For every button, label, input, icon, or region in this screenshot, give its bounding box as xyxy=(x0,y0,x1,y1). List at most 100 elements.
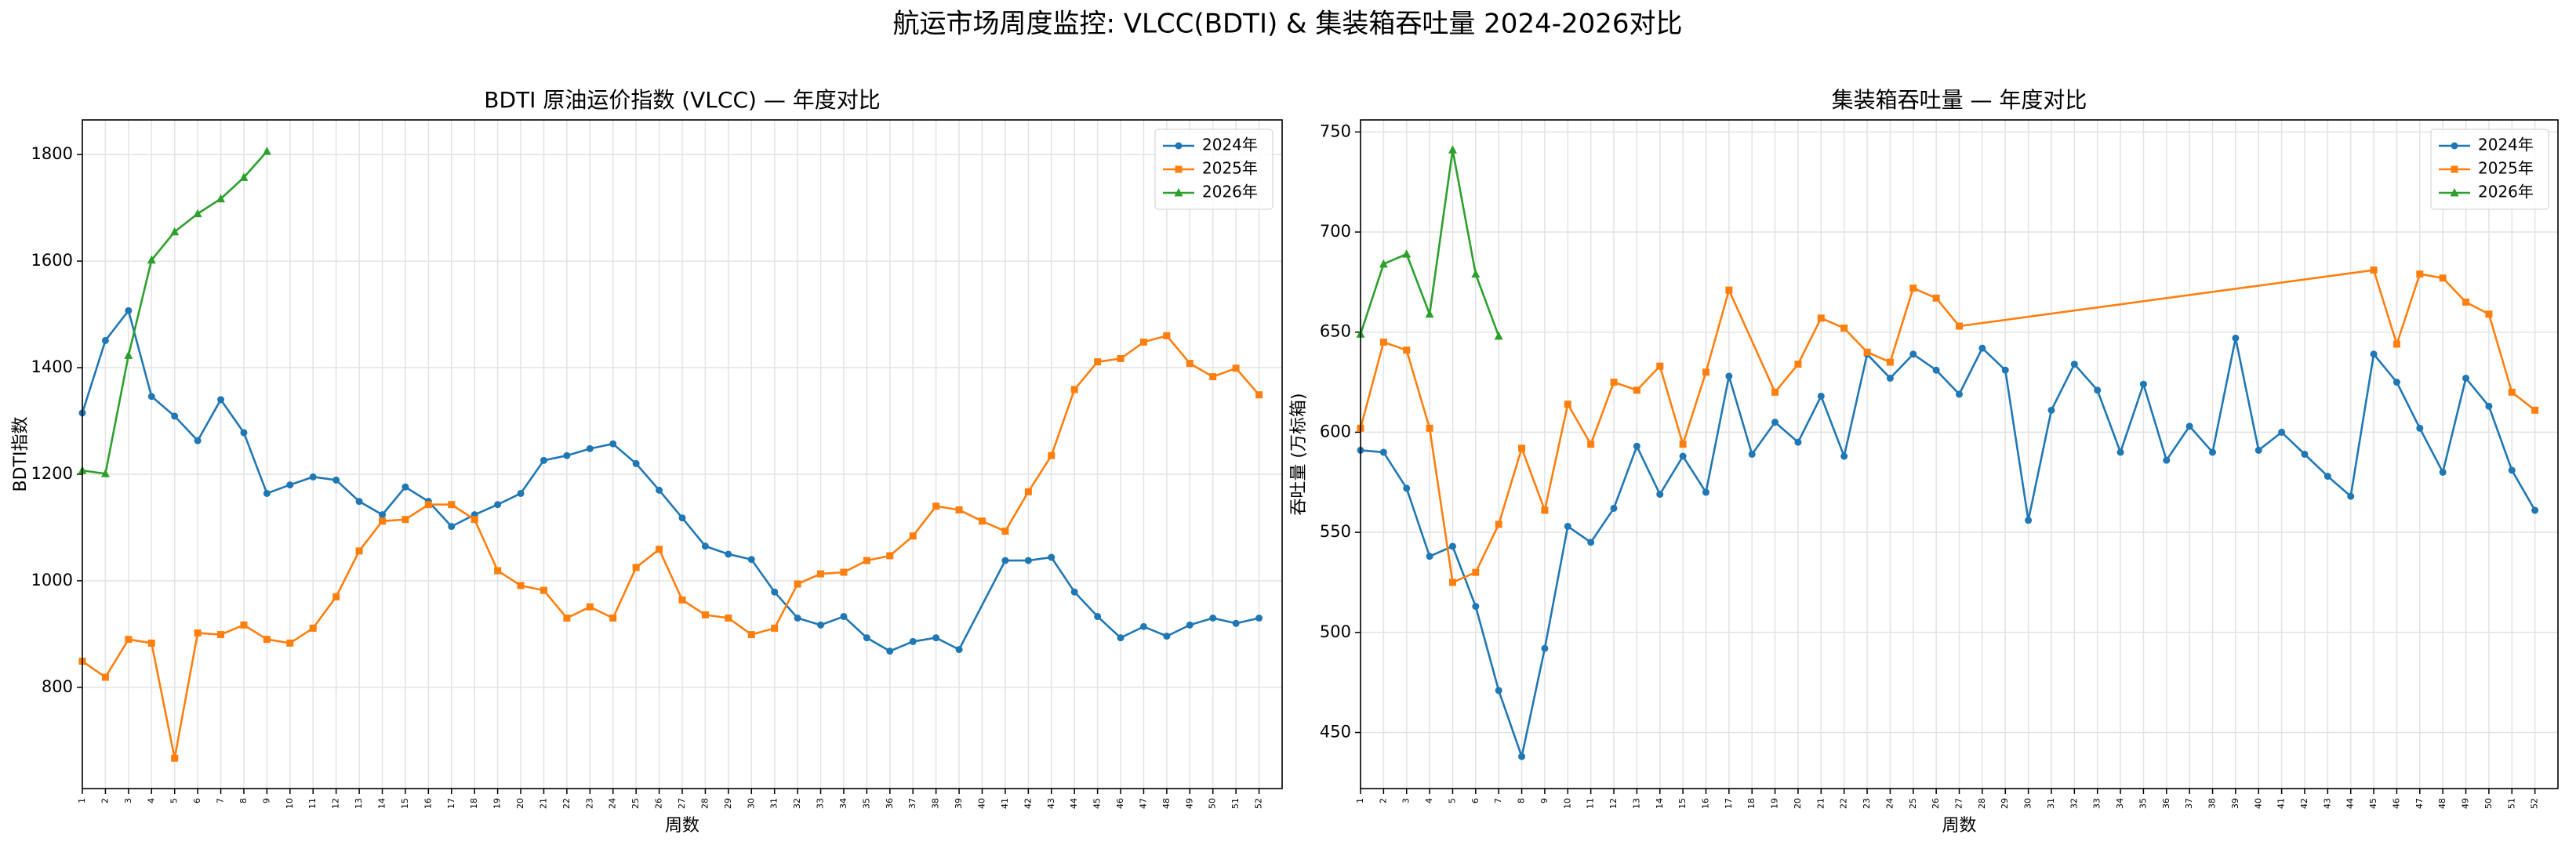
legend-label: 2025年 xyxy=(2478,159,2534,178)
marker xyxy=(909,532,917,540)
x-tick-label: 14 xyxy=(1655,798,1665,809)
marker xyxy=(2323,473,2331,481)
x-tick-label: 30 xyxy=(746,798,756,809)
x-tick-label: 18 xyxy=(469,798,479,809)
x-tick-label: 33 xyxy=(816,798,826,809)
marker xyxy=(332,476,340,484)
x-tick-label: 27 xyxy=(677,798,687,809)
marker xyxy=(1587,539,1595,546)
marker xyxy=(2508,466,2516,474)
marker xyxy=(1255,391,1263,399)
marker xyxy=(2416,270,2424,278)
marker xyxy=(1403,346,1411,354)
marker xyxy=(1771,419,1779,426)
marker xyxy=(1448,145,1457,154)
x-tick-label: 16 xyxy=(1700,798,1710,809)
x-tick-label: 49 xyxy=(2461,798,2471,809)
x-tick-label: 28 xyxy=(699,798,710,809)
marker xyxy=(747,631,755,639)
y-tick-label: 650 xyxy=(1320,322,1351,341)
axes-title: 集装箱吞吐量 — 年度对比 xyxy=(1832,87,2087,113)
x-tick-label: 11 xyxy=(1586,798,1596,809)
x-tick-label: 33 xyxy=(2092,798,2102,809)
marker xyxy=(2485,310,2493,318)
marker xyxy=(840,568,848,576)
marker xyxy=(1863,348,1871,356)
y-tick-label: 1000 xyxy=(31,571,73,589)
legend-label: 2025年 xyxy=(1202,159,1258,178)
marker xyxy=(678,596,686,604)
marker xyxy=(771,624,779,632)
marker xyxy=(1209,373,1217,381)
marker xyxy=(1909,350,1917,358)
x-tick-label: 38 xyxy=(931,798,941,809)
legend-box xyxy=(1154,129,1273,210)
marker xyxy=(1163,332,1171,339)
x-tick-label: 17 xyxy=(1724,798,1734,809)
x-tick-label: 32 xyxy=(2069,798,2079,809)
x-tick-label: 12 xyxy=(331,798,341,809)
marker xyxy=(1748,451,1756,458)
x-tick-label: 22 xyxy=(561,798,572,809)
x-tick-label: 37 xyxy=(2184,798,2194,809)
x-tick-label: 44 xyxy=(1069,798,1079,809)
marker xyxy=(1656,491,1664,499)
marker xyxy=(1932,366,1940,374)
marker xyxy=(886,647,894,655)
marker xyxy=(1425,309,1434,318)
marker xyxy=(2139,380,2147,388)
marker xyxy=(401,516,409,524)
marker xyxy=(1518,444,1526,452)
x-tick-label: 47 xyxy=(1138,798,1148,809)
marker xyxy=(2462,374,2470,382)
marker xyxy=(1448,542,1456,550)
marker xyxy=(1255,615,1263,622)
x-tick-label: 25 xyxy=(1908,798,1918,809)
marker xyxy=(563,452,571,459)
marker xyxy=(101,673,109,681)
x-tick-label: 45 xyxy=(1092,798,1103,809)
x-tick-label: 11 xyxy=(307,798,318,809)
y-tick-label: 1600 xyxy=(31,251,73,270)
marker xyxy=(125,636,133,644)
x-tick-label: 42 xyxy=(1023,798,1033,809)
x-tick-label: 31 xyxy=(769,798,779,809)
marker xyxy=(2163,456,2171,464)
x-tick-label: 19 xyxy=(1770,798,1780,809)
x-tick-label: 50 xyxy=(1208,798,1218,809)
marker xyxy=(171,412,179,420)
legend-marker xyxy=(2451,142,2458,150)
x-tick-label: 15 xyxy=(1677,798,1688,809)
x-tick-label: 27 xyxy=(1954,798,1964,809)
marker xyxy=(216,194,226,203)
marker xyxy=(1139,622,1147,630)
y-axis-label: 吞吐量 (万标箱) xyxy=(1289,393,1309,515)
axes-title: BDTI 原油运价指数 (VLCC) — 年度对比 xyxy=(484,87,880,113)
legend-marker xyxy=(2451,165,2458,173)
legend-box xyxy=(2430,129,2549,210)
marker xyxy=(379,511,386,519)
x-tick-label: 1 xyxy=(1355,798,1365,803)
marker xyxy=(701,542,709,550)
marker xyxy=(2301,451,2309,458)
marker xyxy=(771,588,779,596)
x-tick-label: 1 xyxy=(77,798,87,803)
x-tick-label: 5 xyxy=(1447,798,1457,803)
marker xyxy=(1587,441,1595,448)
marker xyxy=(817,570,825,578)
marker xyxy=(355,498,363,506)
x-tick-label: 17 xyxy=(446,798,456,809)
marker xyxy=(401,483,409,491)
marker xyxy=(286,639,294,647)
x-tick-label: 4 xyxy=(1424,798,1434,803)
marker xyxy=(171,754,179,762)
axes-frame xyxy=(1360,119,2559,789)
x-tick-label: 6 xyxy=(192,798,202,803)
marker xyxy=(955,646,963,654)
marker xyxy=(2485,402,2493,410)
y-tick-label: 800 xyxy=(42,677,73,696)
x-tick-label: 40 xyxy=(2253,798,2263,809)
marker xyxy=(656,486,663,494)
marker xyxy=(1494,331,1503,340)
x-tick-label: 22 xyxy=(1839,798,1849,809)
